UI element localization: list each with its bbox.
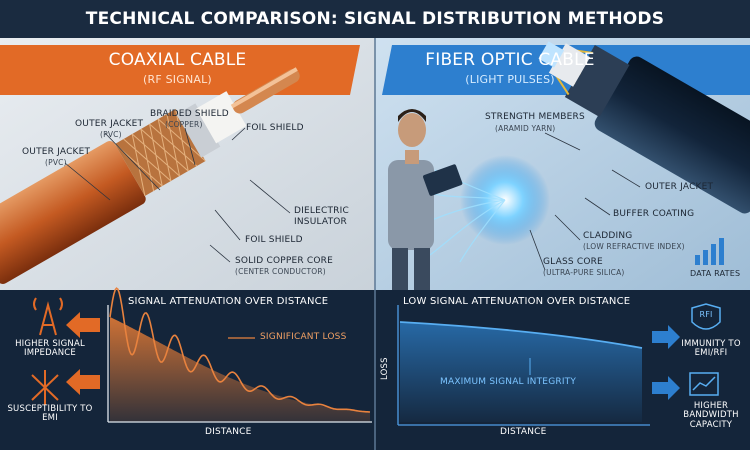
chart-title: SIGNAL ATTENUATION OVER DISTANCE bbox=[128, 296, 329, 307]
fiber-subtitle: (LIGHT PULSES) bbox=[465, 73, 555, 86]
x-axis-label: DISTANCE bbox=[205, 427, 252, 437]
coax-label: OUTER JACKET bbox=[75, 119, 144, 129]
fiber-note: HIGHER BANDWIDTH CAPACITY bbox=[683, 401, 739, 430]
coax-label: FOIL SHIELD bbox=[245, 235, 303, 245]
fiber-label-sub: (ULTRA-PURE SILICA) bbox=[543, 268, 625, 277]
coax-label-sub: (COPPER) bbox=[165, 120, 203, 129]
coax-label-sub: (PVC) bbox=[100, 130, 122, 139]
fiber-label-sub: (ARAMID YARN) bbox=[495, 124, 556, 133]
coax-note: SUSCEPTIBILITY TO EMI bbox=[7, 404, 93, 424]
fiber-cable bbox=[538, 41, 750, 214]
fiber-label-sub: (LOW REFRACTIVE INDEX) bbox=[583, 242, 685, 251]
x-axis-label: DISTANCE bbox=[500, 427, 547, 437]
chart-annotation: MAXIMUM SIGNAL INTEGRITY bbox=[440, 377, 577, 387]
page-title: TECHNICAL COMPARISON: SIGNAL DISTRIBUTIO… bbox=[85, 9, 665, 29]
y-axis-label: LOSS bbox=[380, 357, 390, 380]
coax-label: DIELECTRIC bbox=[294, 206, 349, 216]
wave-area bbox=[110, 317, 370, 422]
rfi-icon: RFI bbox=[699, 310, 713, 319]
fiber-label: CLADDING bbox=[583, 231, 633, 241]
fiber-label: DATA RATES bbox=[690, 269, 741, 278]
coax-cable bbox=[0, 67, 300, 284]
coax-title: COAXIAL CABLE bbox=[108, 50, 247, 70]
coax-subtitle: (RF SIGNAL) bbox=[143, 73, 212, 86]
fiber-attenuation-chart bbox=[397, 303, 721, 426]
chart-annotation: SIGNIFICANT LOSS bbox=[260, 332, 347, 342]
fiber-label: OUTER JACKET bbox=[645, 182, 714, 192]
fiber-label: GLASS CORE bbox=[543, 257, 603, 267]
fiber-label: BUFFER COATING bbox=[613, 209, 695, 219]
chart-title: LOW SIGNAL ATTENUATION OVER DISTANCE bbox=[403, 296, 631, 307]
coax-label: SOLID COPPER CORE bbox=[235, 256, 333, 266]
coax-label: FOIL SHIELD bbox=[246, 123, 304, 133]
coax-label: BRAIDED SHIELD bbox=[150, 109, 229, 119]
fiber-note: IMMUNITY TO EMI/RFI bbox=[681, 339, 741, 359]
wave-line bbox=[109, 287, 371, 413]
fiber-title: FIBER OPTIC CABLE bbox=[425, 50, 595, 70]
coax-label: INSULATOR bbox=[294, 217, 348, 227]
coax-label-sub: (CENTER CONDUCTOR) bbox=[235, 267, 326, 276]
leader-lines bbox=[64, 127, 641, 271]
coax-note: HIGHER SIGNAL IMPEDANCE bbox=[15, 339, 85, 359]
coax-attenuation-chart bbox=[31, 287, 372, 423]
engineer bbox=[388, 109, 463, 290]
coax-label-sub: (PVC) bbox=[45, 158, 67, 167]
data-rate-icon bbox=[695, 238, 724, 265]
coax-label: OUTER JACKET bbox=[22, 147, 91, 157]
fiber-label: STRENGTH MEMBERS bbox=[485, 112, 585, 122]
title-bar bbox=[0, 0, 750, 38]
